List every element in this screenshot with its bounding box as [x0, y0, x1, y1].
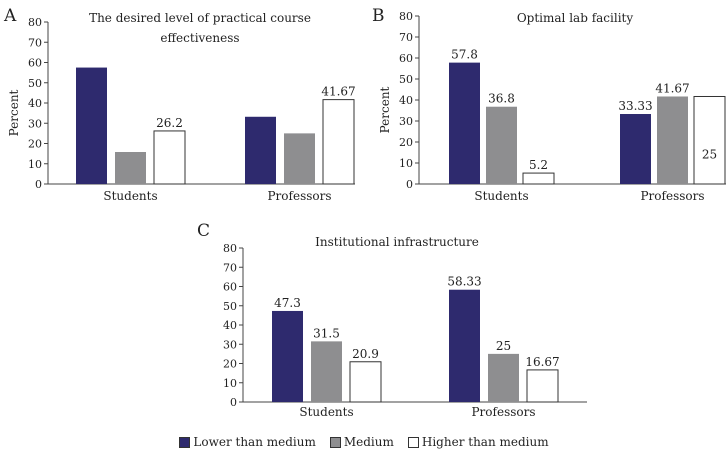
y-tick-label-B-70: 70 [399, 31, 413, 44]
bar-B-professors-series-1 [620, 114, 651, 184]
legend: Lower than medium Medium Higher than med… [0, 433, 728, 451]
legend-swatch-medium [329, 436, 341, 448]
bar-C-students-series-1 [272, 310, 303, 402]
bar-A-students-series-3 [153, 130, 186, 185]
y-tick-label-A-60: 60 [28, 57, 42, 70]
bar-B-professors-series-3 [693, 95, 726, 185]
y-tick-label-B-30: 30 [399, 115, 413, 128]
figure-canvas: A The desired level of practical course ef… [3, 6, 726, 419]
y-tick-label-B-40: 40 [399, 94, 413, 107]
x-tick-label-B-students: Students [474, 189, 528, 203]
x-tick-label-C-professors: Professors [471, 405, 535, 419]
y-tick-label-A-40: 40 [28, 97, 42, 110]
y-tick-label-C-60: 60 [223, 281, 237, 294]
data-label-B-professors-series-3: 25 [702, 147, 717, 161]
legend-item-higher: Higher than medium [407, 435, 549, 449]
y-tick-label-B-50: 50 [399, 73, 413, 86]
legend-swatch-lower [179, 436, 191, 448]
data-label-A-students-series-3: 26.2 [156, 116, 183, 130]
chart-title-A-line-1: The desired level of practical course [89, 11, 311, 25]
bar-A-professors-series-3 [322, 99, 355, 185]
data-label-C-students-series-3: 20.9 [352, 347, 379, 361]
data-label-C-students-series-1: 47.3 [274, 296, 301, 310]
panel-letter-C: C [197, 221, 210, 241]
legend-label-lower: Lower than medium [193, 435, 316, 449]
data-label-C-professors-series-2: 25 [496, 339, 511, 353]
data-label-A-professors-series-3: 41.67 [321, 85, 355, 99]
bar-C-professors-series-3 [526, 369, 559, 403]
chart-title-C-line-1: Institutional infrastructure [315, 235, 479, 249]
y-tick-label-B-0: 0 [406, 178, 413, 191]
legend-label-medium: Medium [343, 435, 394, 449]
y-axis-label-A: Percent [7, 89, 21, 136]
y-tick-label-C-30: 30 [223, 338, 237, 351]
x-tick-label-A-professors: Professors [267, 189, 331, 203]
legend-item-medium: Medium [329, 435, 394, 449]
chart-title-B-line-1: Optimal lab facility [517, 11, 634, 25]
y-tick-label-A-50: 50 [28, 77, 42, 90]
y-tick-label-A-80: 80 [28, 16, 42, 29]
y-tick-label-C-0: 0 [230, 396, 237, 409]
y-tick-label-C-70: 70 [223, 261, 237, 274]
y-tick-label-A-30: 30 [28, 117, 42, 130]
data-label-B-students-series-3: 5.2 [529, 158, 548, 172]
y-tick-label-C-50: 50 [223, 300, 237, 313]
y-tick-label-A-0: 0 [35, 178, 42, 191]
bar-B-students-series-3 [522, 172, 555, 185]
y-tick-label-A-70: 70 [28, 36, 42, 49]
bar-A-professors-series-2 [284, 133, 315, 184]
bar-C-professors-series-2 [488, 353, 519, 402]
panel-letter-B: B [372, 6, 385, 26]
y-tick-label-C-40: 40 [223, 319, 237, 332]
bar-A-professors-series-1 [245, 116, 276, 184]
x-tick-label-A-students: Students [103, 189, 157, 203]
y-tick-label-B-80: 80 [399, 10, 413, 23]
x-tick-label-C-students: Students [299, 405, 353, 419]
data-label-B-professors-series-2: 41.67 [655, 81, 689, 95]
bar-C-professors-series-1 [449, 289, 480, 402]
y-tick-label-A-20: 20 [28, 138, 42, 151]
bar-A-students-series-2 [115, 152, 146, 184]
data-label-C-students-series-2: 31.5 [313, 326, 340, 340]
panel-letter-A: A [3, 6, 17, 26]
bar-A-students-series-1 [76, 67, 107, 184]
y-tick-label-C-10: 10 [223, 377, 237, 390]
legend-item-lower: Lower than medium [179, 435, 316, 449]
data-label-B-professors-series-1: 33.33 [618, 99, 652, 113]
data-label-B-students-series-2: 36.8 [488, 92, 515, 106]
data-label-C-professors-series-1: 58.33 [447, 275, 481, 289]
y-tick-label-B-10: 10 [399, 157, 413, 170]
y-tick-label-C-80: 80 [223, 242, 237, 255]
legend-swatch-higher [407, 436, 419, 448]
y-tick-label-B-20: 20 [399, 136, 413, 149]
bar-B-students-series-1 [449, 62, 480, 185]
bar-B-students-series-2 [486, 106, 517, 184]
legend-label-higher: Higher than medium [421, 435, 549, 449]
x-tick-label-B-professors: Professors [640, 189, 704, 203]
chart-title-A-line-2: effectiveness [160, 31, 239, 45]
bar-C-students-series-2 [311, 341, 342, 402]
y-tick-label-B-60: 60 [399, 52, 413, 65]
y-axis-label-B: Percent [378, 86, 392, 133]
y-tick-label-A-10: 10 [28, 158, 42, 171]
y-tick-label-C-20: 20 [223, 358, 237, 371]
data-label-B-students-series-1: 57.8 [451, 48, 478, 62]
data-label-C-professors-series-3: 16.67 [525, 355, 559, 369]
bar-C-students-series-3 [349, 361, 382, 403]
bar-B-professors-series-2 [657, 96, 688, 184]
